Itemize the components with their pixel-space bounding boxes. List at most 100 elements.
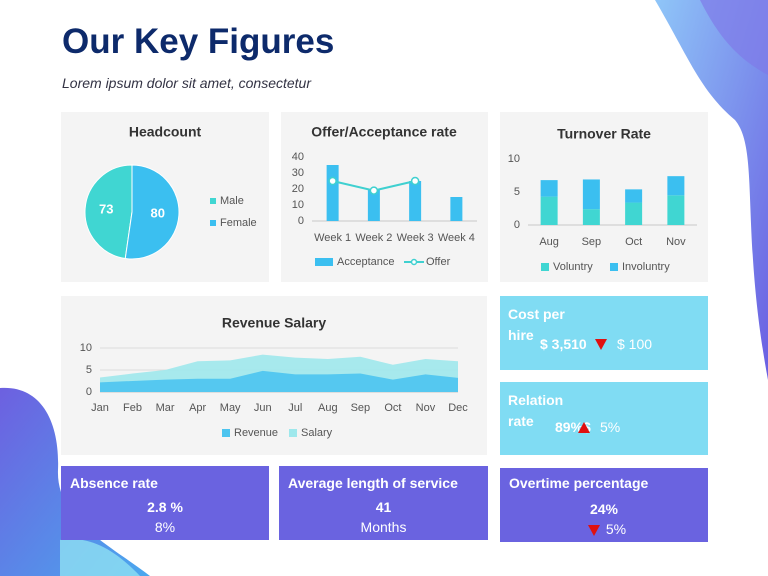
bar	[582, 179, 600, 210]
x-tick-label: Week 2	[355, 232, 392, 244]
y-tick-label: 10	[508, 153, 520, 165]
area	[100, 370, 458, 392]
y-tick-label: 40	[292, 151, 304, 163]
bar	[667, 176, 685, 196]
y-tick-label: 10	[292, 199, 304, 211]
bar	[582, 209, 600, 225]
kpi-change: Months	[360, 519, 407, 535]
trend-arrow	[587, 524, 600, 536]
kpi-change: 5%	[600, 419, 621, 435]
kpi-card: Average length of service 41 Months	[279, 466, 488, 540]
x-tick-label: Aug	[539, 236, 559, 248]
y-tick-label: 0	[514, 219, 520, 231]
x-tick-label: Aug	[318, 402, 338, 414]
decor-blob	[700, 0, 768, 75]
line-point	[328, 176, 337, 186]
kpi-value: 41	[375, 499, 392, 515]
chart-title: Turnover Rate	[557, 126, 651, 142]
chart-title: Headcount	[129, 124, 202, 140]
kpi-value: 24%	[589, 501, 619, 517]
bar	[540, 180, 558, 197]
page-subtitle: Lorem ipsum dolor sit amet, consectetur	[62, 75, 311, 91]
kpi-title: Absence rate	[70, 475, 158, 491]
x-tick-label: Jul	[288, 402, 302, 414]
trend-arrow	[578, 422, 590, 433]
page-title: Our Key Figures	[62, 22, 335, 61]
kpi-change: 5%	[605, 521, 627, 537]
x-tick-label: Sep	[351, 402, 371, 414]
x-tick-label: Oct	[625, 236, 642, 248]
legend-marker	[541, 263, 549, 271]
kpi-box	[500, 468, 708, 542]
x-tick-label: Sep	[582, 236, 602, 248]
bar	[540, 196, 558, 225]
kpi-change: $ 100	[617, 336, 653, 352]
legend-marker	[315, 258, 333, 266]
decor-blob	[655, 0, 768, 380]
legend-marker	[210, 198, 216, 204]
kpi-box	[500, 296, 708, 370]
y-tick-label: 0	[86, 386, 92, 398]
x-tick-label: Jun	[254, 402, 272, 414]
bar	[625, 202, 643, 225]
legend-label: Salary	[301, 427, 333, 439]
y-tick-label: 30	[292, 167, 304, 179]
legend-marker	[210, 220, 216, 226]
kpi-value: $ 3,510	[540, 336, 587, 352]
decor-blob	[0, 387, 150, 576]
x-tick-label: Nov	[416, 402, 436, 414]
bar	[450, 197, 463, 221]
trend-arrow	[595, 339, 607, 350]
y-tick-label: 5	[86, 364, 92, 376]
x-tick-label: Week 1	[314, 232, 351, 244]
pie-slice	[84, 164, 133, 260]
kpi-change-row: Months	[279, 519, 488, 535]
legend-marker	[610, 263, 618, 271]
x-tick-label: Feb	[123, 402, 142, 414]
y-tick-label: 0	[298, 215, 304, 227]
chart-title: Offer/Acceptance rate	[311, 124, 457, 140]
legend-label: Revenue	[234, 427, 278, 439]
kpi-box	[61, 466, 269, 540]
decor-blob	[60, 539, 140, 576]
x-tick-label: Week 4	[438, 232, 475, 244]
slice-label: 73	[99, 202, 113, 217]
line-point	[410, 176, 420, 186]
legend-label: Female	[220, 217, 257, 229]
kpi-card: Absence rate 2.8 % 8%	[61, 466, 269, 540]
bar	[409, 181, 422, 221]
x-tick-label: Dec	[448, 402, 468, 414]
bar	[625, 189, 643, 203]
kpi-change-row: 5%	[500, 521, 708, 537]
bar	[326, 165, 339, 221]
legend-label: Acceptance	[337, 256, 394, 268]
y-tick-label: 10	[80, 342, 92, 354]
x-tick-label: May	[220, 402, 241, 414]
kpi-card: Overtime percentage 24% 5%	[500, 468, 708, 542]
y-tick-label: 5	[514, 186, 520, 198]
legend-label: Voluntry	[553, 261, 593, 273]
kpi-title: Relation rate	[508, 392, 564, 429]
kpi-card: Relation rate 89%$ 5%	[500, 382, 708, 456]
kpi-title: Average length of service	[288, 475, 458, 491]
y-tick-label: 20	[292, 183, 304, 195]
bar	[667, 195, 685, 225]
x-tick-label: Apr	[189, 402, 206, 414]
legend-marker	[222, 429, 230, 437]
legend-label: Offer	[426, 256, 451, 268]
kpi-card: Cost per hire $ 3,510 $ 100	[500, 296, 708, 370]
x-tick-label: Mar	[156, 402, 175, 414]
slice-label: 80	[151, 205, 165, 220]
kpi-title: Overtime percentage	[509, 475, 649, 491]
kpi-value: 2.8 %	[147, 499, 183, 515]
line-point	[369, 186, 379, 195]
bar	[367, 189, 380, 221]
x-tick-label: Nov	[666, 236, 686, 248]
kpi-change: 8%	[154, 519, 176, 535]
kpi-title: Cost per hire	[508, 306, 565, 343]
legend-label: Involuntry	[622, 261, 670, 273]
x-tick-label: Week 3	[397, 232, 434, 244]
kpi-change-row: 8%	[61, 519, 269, 535]
